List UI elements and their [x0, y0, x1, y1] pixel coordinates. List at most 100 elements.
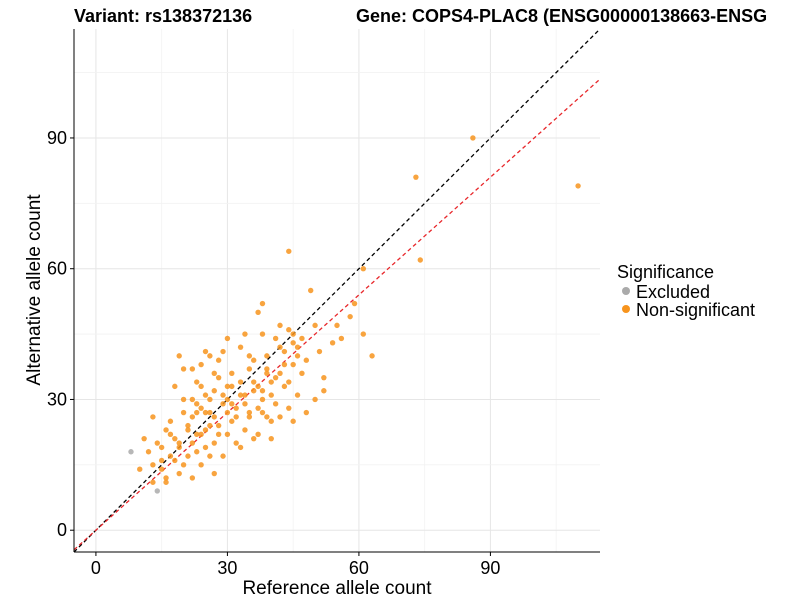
- point-non-significant: [281, 348, 288, 355]
- point-non-significant: [229, 418, 235, 424]
- point-non-significant: [176, 444, 182, 451]
- point-non-significant: [303, 409, 310, 416]
- point-non-significant: [194, 379, 200, 385]
- point-non-significant: [202, 392, 209, 398]
- reference-line-identity: [74, 29, 600, 552]
- point-non-significant: [145, 449, 152, 455]
- point-non-significant: [259, 409, 266, 416]
- reference-line-fit: [74, 78, 600, 551]
- point-non-significant: [229, 370, 235, 377]
- legend-swatch-non-significant: [622, 305, 630, 313]
- x-tick-label: 0: [91, 558, 101, 578]
- point-non-significant: [281, 361, 288, 368]
- point-non-significant: [211, 470, 217, 477]
- y-tick-label: 30: [47, 389, 67, 409]
- point-non-significant: [329, 340, 336, 346]
- point-non-significant: [277, 322, 283, 329]
- point-non-significant: [158, 466, 165, 472]
- point-excluded: [128, 449, 134, 455]
- point-non-significant: [255, 405, 261, 411]
- point-non-significant: [163, 427, 169, 433]
- point-non-significant: [281, 383, 288, 390]
- point-non-significant: [189, 366, 196, 372]
- point-non-significant: [224, 396, 231, 403]
- point-non-significant: [202, 409, 209, 416]
- point-non-significant: [233, 440, 239, 446]
- point-excluded: [154, 488, 160, 494]
- point-non-significant: [360, 331, 366, 337]
- point-non-significant: [198, 431, 204, 438]
- point-non-significant: [251, 435, 257, 442]
- point-non-significant: [264, 370, 270, 377]
- point-non-significant: [229, 401, 235, 407]
- point-non-significant: [294, 353, 301, 359]
- point-non-significant: [158, 444, 165, 451]
- point-non-significant: [268, 435, 274, 442]
- point-non-significant: [180, 366, 187, 372]
- title-right: Gene: COPS4-PLAC8 (ENSG00000138663-ENSG: [356, 6, 767, 26]
- x-tick-label: 90: [480, 558, 500, 578]
- legend-swatch-excluded: [622, 287, 630, 295]
- point-non-significant: [158, 457, 165, 464]
- point-non-significant: [207, 453, 213, 459]
- point-non-significant: [286, 379, 292, 385]
- point-non-significant: [255, 309, 261, 315]
- point-non-significant: [321, 388, 327, 394]
- point-non-significant: [154, 440, 160, 446]
- point-non-significant: [237, 344, 244, 350]
- point-non-significant: [413, 174, 419, 180]
- point-non-significant: [369, 353, 375, 359]
- y-axis-label: Alternative allele count: [24, 194, 45, 386]
- title-left: Variant: rs138372136: [74, 6, 252, 26]
- point-non-significant: [312, 322, 318, 329]
- point-non-significant: [220, 453, 226, 459]
- point-non-significant: [211, 440, 217, 446]
- point-non-significant: [172, 435, 178, 442]
- point-non-significant: [264, 366, 270, 372]
- point-non-significant: [180, 396, 187, 403]
- point-non-significant: [180, 409, 187, 416]
- reference-lines: [74, 29, 600, 552]
- point-non-significant: [167, 453, 174, 459]
- point-non-significant: [470, 135, 476, 141]
- point-non-significant: [180, 462, 187, 468]
- x-tick-label: 60: [349, 558, 369, 578]
- point-non-significant: [167, 418, 174, 424]
- point-non-significant: [259, 396, 266, 403]
- point-non-significant: [255, 431, 261, 438]
- point-non-significant: [338, 335, 345, 342]
- point-non-significant: [259, 331, 266, 337]
- point-non-significant: [575, 183, 581, 189]
- point-non-significant: [215, 431, 222, 438]
- point-non-significant: [312, 396, 318, 403]
- point-non-significant: [202, 444, 209, 451]
- point-non-significant: [237, 444, 244, 451]
- point-non-significant: [207, 422, 213, 429]
- x-tick-label: 30: [217, 558, 237, 578]
- point-non-significant: [237, 392, 244, 398]
- point-non-significant: [277, 414, 283, 420]
- point-non-significant: [198, 361, 204, 368]
- point-non-significant: [198, 462, 204, 468]
- point-non-significant: [163, 479, 169, 485]
- point-non-significant: [176, 440, 182, 446]
- point-non-significant: [286, 405, 292, 411]
- point-non-significant: [176, 353, 182, 359]
- point-non-significant: [224, 431, 231, 438]
- point-non-significant: [215, 422, 222, 429]
- point-non-significant: [277, 370, 283, 377]
- point-non-significant: [189, 475, 196, 481]
- point-non-significant: [211, 414, 217, 420]
- point-non-significant: [172, 383, 178, 390]
- point-non-significant: [299, 335, 305, 342]
- point-non-significant: [251, 388, 257, 394]
- point-non-significant: [272, 335, 279, 342]
- point-non-significant: [211, 388, 217, 394]
- y-tick-label: 90: [47, 128, 67, 148]
- point-non-significant: [242, 401, 248, 407]
- point-non-significant: [290, 340, 296, 346]
- point-non-significant: [251, 357, 257, 363]
- point-non-significant: [264, 414, 270, 420]
- point-non-significant: [360, 266, 366, 272]
